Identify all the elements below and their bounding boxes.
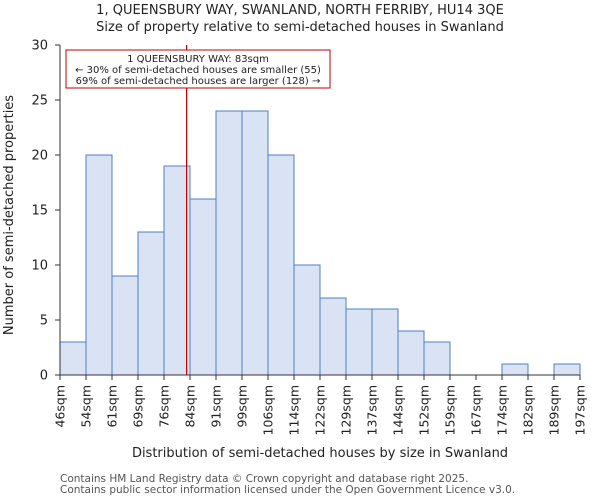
x-tick-label: 54sqm [79,385,94,428]
x-tick-label: 69sqm [131,385,146,428]
x-tick-label: 159sqm [443,385,458,435]
annotation-line-1: 1 QUEENSBURY WAY: 83sqm [127,54,269,65]
x-tick-label: 174sqm [495,385,510,435]
x-tick-label: 189sqm [547,385,562,435]
y-ticks-group: 0 5 10 15 20 25 30 [31,39,60,384]
histogram-bar [59,341,87,376]
footer-licence: Contains public sector information licen… [60,484,516,496]
annotation-box [65,49,331,89]
histogram-bar [163,165,191,376]
histogram-bar [501,363,529,376]
x-tick-label: 61sqm [105,385,120,428]
histogram-bar [111,275,139,376]
histogram-bar [215,110,243,376]
histogram-bar [85,154,113,376]
y-tick-label: 25 [31,94,48,109]
annotation-line-3: 69% of semi-detached houses are larger (… [76,76,321,87]
x-tick-label: 91sqm [209,385,224,428]
x-tick-label: 106sqm [261,385,276,435]
x-ticks-group: 46sqm 54sqm 61sqm 69sqm 76sqm 84sqm 91sqm 99sqm… [53,375,588,435]
x-tick-label: 137sqm [365,385,380,435]
histogram-bar [371,308,399,376]
histogram-bar [553,363,581,376]
histogram-bar [137,231,165,376]
x-tick-label: 84sqm [183,385,198,428]
x-tick-label: 76sqm [157,385,172,428]
histogram-bar [267,154,295,376]
histogram-bar [345,308,373,376]
x-tick-label: 129sqm [339,385,354,435]
histogram-bar [293,264,321,376]
chart-title-address: 1, QUEENSBURY WAY, SWANLAND, NORTH FERRI… [96,3,504,18]
bars-group [59,110,581,376]
y-tick-label: 0 [40,369,48,384]
x-tick-label: 114sqm [287,385,302,435]
x-tick-label: 99sqm [235,385,250,428]
x-tick-label: 167sqm [469,385,484,435]
x-tick-label: 122sqm [313,385,328,435]
annotation-line-2: ← 30% of semi-detached houses are smalle… [75,65,321,76]
y-tick-label: 10 [31,259,48,274]
y-tick-label: 20 [31,149,48,164]
histogram-bar [241,110,269,376]
y-tick-label: 30 [31,39,48,54]
y-tick-label: 15 [31,204,48,219]
y-axis-label: Number of semi-detached properties [2,95,17,335]
y-tick-label: 5 [40,314,48,329]
footer-copyright: Contains HM Land Registry data © Crown c… [60,473,469,485]
x-tick-label: 144sqm [391,385,406,435]
x-tick-label: 197sqm [573,385,588,435]
chart-subtitle: Size of property relative to semi-detach… [96,20,504,35]
x-tick-label: 46sqm [53,385,68,428]
histogram-bar [397,330,425,376]
x-tick-label: 182sqm [521,385,536,435]
histogram-bar [189,198,217,376]
x-tick-label: 152sqm [417,385,432,435]
marker-annotation: 1 QUEENSBURY WAY: 83sqm ← 30% of semi-de… [65,49,331,89]
x-axis-label: Distribution of semi-detached houses by … [132,446,508,461]
histogram-bar [319,297,347,376]
histogram-bar [423,341,451,376]
